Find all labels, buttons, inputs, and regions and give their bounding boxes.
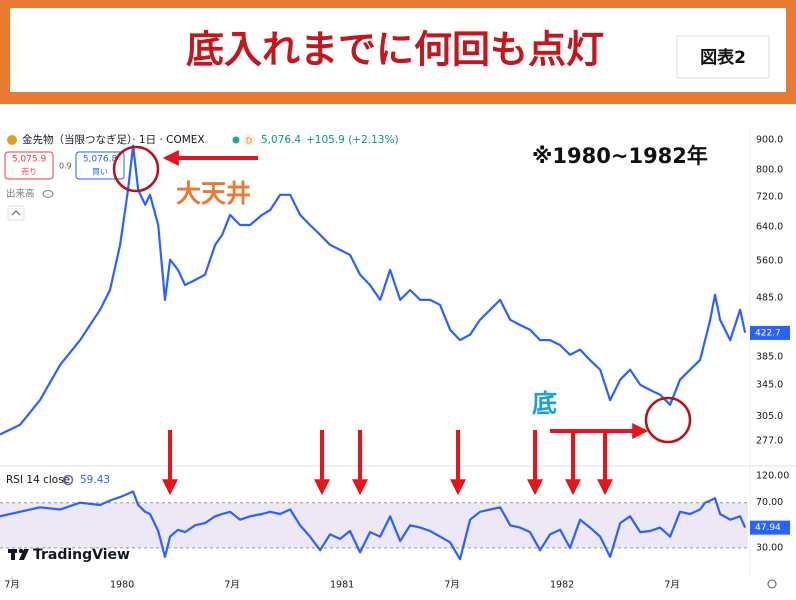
- y-tick-label: 345.0: [756, 379, 783, 390]
- header-box: [10, 8, 786, 92]
- last-price: 5,076.4: [261, 134, 301, 146]
- x-tick-label: 1981: [330, 580, 354, 591]
- title: 底入れまでに何回も点灯: [186, 28, 604, 72]
- y-tick-label: 560.0: [756, 256, 783, 267]
- y-tick-label: 485.0: [756, 292, 783, 303]
- last-value-tag: [750, 520, 790, 535]
- badge: 図表2: [700, 47, 746, 68]
- rsi-pane-top-label: 120.00: [756, 471, 789, 482]
- x-tick-label: 7月: [224, 580, 240, 591]
- y-tick-label: 640.0: [756, 221, 783, 232]
- signal-arrows: [162, 430, 613, 496]
- x-tick-label: 1982: [550, 580, 574, 591]
- logo: TradingView: [33, 547, 130, 563]
- symbol-icon: [7, 135, 17, 145]
- sell-button[interactable]: [4, 151, 54, 180]
- last-value-label: 422.7: [755, 328, 781, 338]
- range-note: ※1980~1982年: [532, 144, 708, 168]
- d-icon: [243, 134, 255, 146]
- bottom-note: 底: [532, 389, 557, 418]
- buy-button[interactable]: [75, 151, 125, 180]
- rsi-title: RSI 14 close: [6, 474, 70, 486]
- gap: [0, 104, 796, 126]
- d-label: D: [246, 137, 252, 146]
- last-value-label: 47.94: [755, 523, 781, 533]
- y-tick-label: 720.0: [756, 191, 783, 202]
- x-tick-label: 1980: [110, 580, 134, 591]
- sell-label: 売り: [21, 167, 37, 177]
- buy-price: 5,076.8: [83, 155, 118, 165]
- rsi-icon: [62, 474, 74, 486]
- peak-circle: [112, 145, 160, 193]
- y-tick-label: 305.0: [756, 411, 783, 422]
- price-change: +105.9 (+2.13%): [306, 134, 399, 146]
- x-tick-label: 7月: [664, 580, 680, 591]
- status-dot: [232, 136, 240, 144]
- logo-icon: [8, 548, 29, 560]
- badge-box: [676, 35, 770, 79]
- collapse-icon: [11, 210, 21, 216]
- y-tick-label: 385.0: [756, 351, 783, 362]
- buy-label: 買い: [92, 168, 108, 177]
- rsi-band: [0, 502, 748, 548]
- last-value-tag: [750, 325, 790, 340]
- volume-label: 出来高: [6, 188, 35, 200]
- spread: 0.9: [59, 162, 72, 171]
- y-tick-label: 30.00: [756, 542, 783, 553]
- symbol: 金先物（当限つなぎ足）· 1日 · COMEX: [22, 133, 205, 146]
- bottom-circle: [644, 396, 692, 444]
- price-line: [0, 490, 747, 561]
- x-tick-label: 7月: [444, 580, 460, 591]
- eye-icon[interactable]: [42, 190, 54, 198]
- peak-note: 大天井: [176, 179, 251, 208]
- y-tick-label: 800.0: [756, 165, 783, 176]
- price-line: [0, 144, 747, 436]
- y-tick-label: 277.0: [756, 435, 783, 446]
- rsi-header-value: 59.43: [80, 474, 110, 486]
- x-tick-label: 7月: [4, 580, 20, 591]
- y-tick-label: 70.00: [756, 497, 783, 508]
- y-tick-label: 900.0: [756, 134, 783, 145]
- sell-price: 5,075.9: [12, 155, 47, 165]
- collapse-button[interactable]: [7, 205, 25, 221]
- settings-icon[interactable]: [767, 579, 777, 589]
